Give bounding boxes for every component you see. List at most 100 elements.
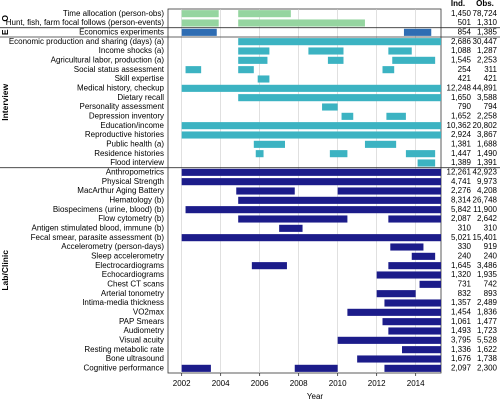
obs-value: 42,923 [473,167,498,176]
ind-value: 5,842 [451,205,472,214]
obs-value: 1,688 [477,139,498,148]
ind-value: 3,795 [451,335,472,344]
obs-value: 1,391 [477,158,498,167]
collection-span [347,308,441,316]
ind-value: 1,389 [451,158,472,167]
ind-value: 1,061 [451,317,472,326]
ind-value: 501 [458,18,472,27]
row-label: Antigen stimulated blood, immune (b) [31,223,164,232]
collection-span [181,178,441,186]
collection-span [181,10,219,18]
collection-span [294,364,338,372]
ind-value: 2,097 [451,363,472,372]
collection-span [376,290,416,298]
group-label: E [0,29,10,35]
obs-value: 1,723 [477,326,498,335]
obs-value: 2,258 [477,111,498,120]
collection-span [388,215,441,223]
collection-span [238,10,291,18]
collection-span [238,66,254,74]
row-label: Accelerometry (person-days) [61,242,164,251]
collection-span [419,280,441,288]
collection-span [181,234,441,242]
ind-value: 1,493 [451,326,472,335]
collection-span [329,150,348,158]
ind-value: 1,645 [451,261,472,270]
x-tick-label: 2012 [368,379,386,388]
group-label: Lab/Clinic [0,250,10,291]
collection-span [341,112,354,120]
collection-span [388,47,412,55]
ind-value: 2,686 [451,37,472,46]
ind-value: 240 [458,251,472,260]
collection-span [253,140,285,148]
collection-span [257,75,270,83]
collection-span [402,346,441,354]
ind-value: 4,741 [451,177,472,186]
obs-value: 5,528 [477,335,498,344]
row-label: Personality assessment [80,102,165,111]
x-tick-label: 2010 [329,379,347,388]
collection-span [238,215,348,223]
collection-span [181,84,441,92]
collection-span [308,47,344,55]
x-axis-label: Year [307,392,324,401]
collection-span [388,262,441,270]
row-label: Dietary recall [117,93,164,102]
ind-value: 310 [458,223,472,232]
row-label: Bone ultrasound [106,354,164,363]
collection-span [392,56,436,64]
ind-value: 8,314 [451,195,472,204]
obs-value: 1,385 [477,27,498,36]
obs-value: 311 [484,65,497,74]
row-label: Depression inventory [89,111,164,120]
x-tick-label: 2006 [251,379,269,388]
row-label: Income shocks (a) [99,46,165,55]
ind-value: 1,650 [451,93,472,102]
row-label: Resting metabolic rate [84,345,164,354]
row-label: Fecal smear, parasite assessment (b) [31,233,165,242]
collection-span [386,112,406,120]
row-label: Cognitive performance [84,363,165,372]
obs-value: 1,287 [477,46,498,55]
collection-span [382,318,441,326]
obs-value: 1,738 [477,354,498,363]
collection-span [185,66,202,74]
obs-value: 11,900 [473,205,497,214]
collection-span [382,66,395,74]
ind-value: 1,320 [451,270,472,279]
collection-span [181,122,441,130]
obs-value: 78,724 [473,9,498,18]
obs-value: 2,300 [477,363,498,372]
obs-value: 15,401 [473,233,498,242]
collection-span [417,159,436,167]
ind-value: 12,261 [447,167,472,176]
collection-span [364,140,397,148]
obs-value: 1,935 [477,270,498,279]
obs-value: 3,486 [477,261,498,270]
collection-span [337,187,441,195]
row-label: Medical history, checkup [77,83,165,92]
collection-span [337,336,441,344]
row-label: Hematology (b) [109,195,164,204]
ind-value: 2,924 [451,130,472,139]
collection-span [384,299,441,307]
group-label: O [0,15,10,22]
collection-span [238,47,270,55]
row-label: Flood interview [110,158,164,167]
row-label: Time allocation (person-obs) [63,9,164,18]
collection-span [279,224,303,232]
row-label: Arterial tonometry [101,289,164,298]
collection-span [376,271,441,279]
obs-value: 893 [484,289,498,298]
x-tick-label: 2014 [407,379,425,388]
ind-value: 1,450 [451,9,472,18]
row-label: Intima-media thickness [82,298,164,307]
collection-span [185,206,441,214]
row-label: Reproductive histories [85,130,164,139]
column-header: Ind. [451,0,465,8]
ind-value: 1,381 [451,139,472,148]
collection-span [403,28,432,36]
ind-value: 421 [458,74,472,83]
collection-span [238,38,441,46]
